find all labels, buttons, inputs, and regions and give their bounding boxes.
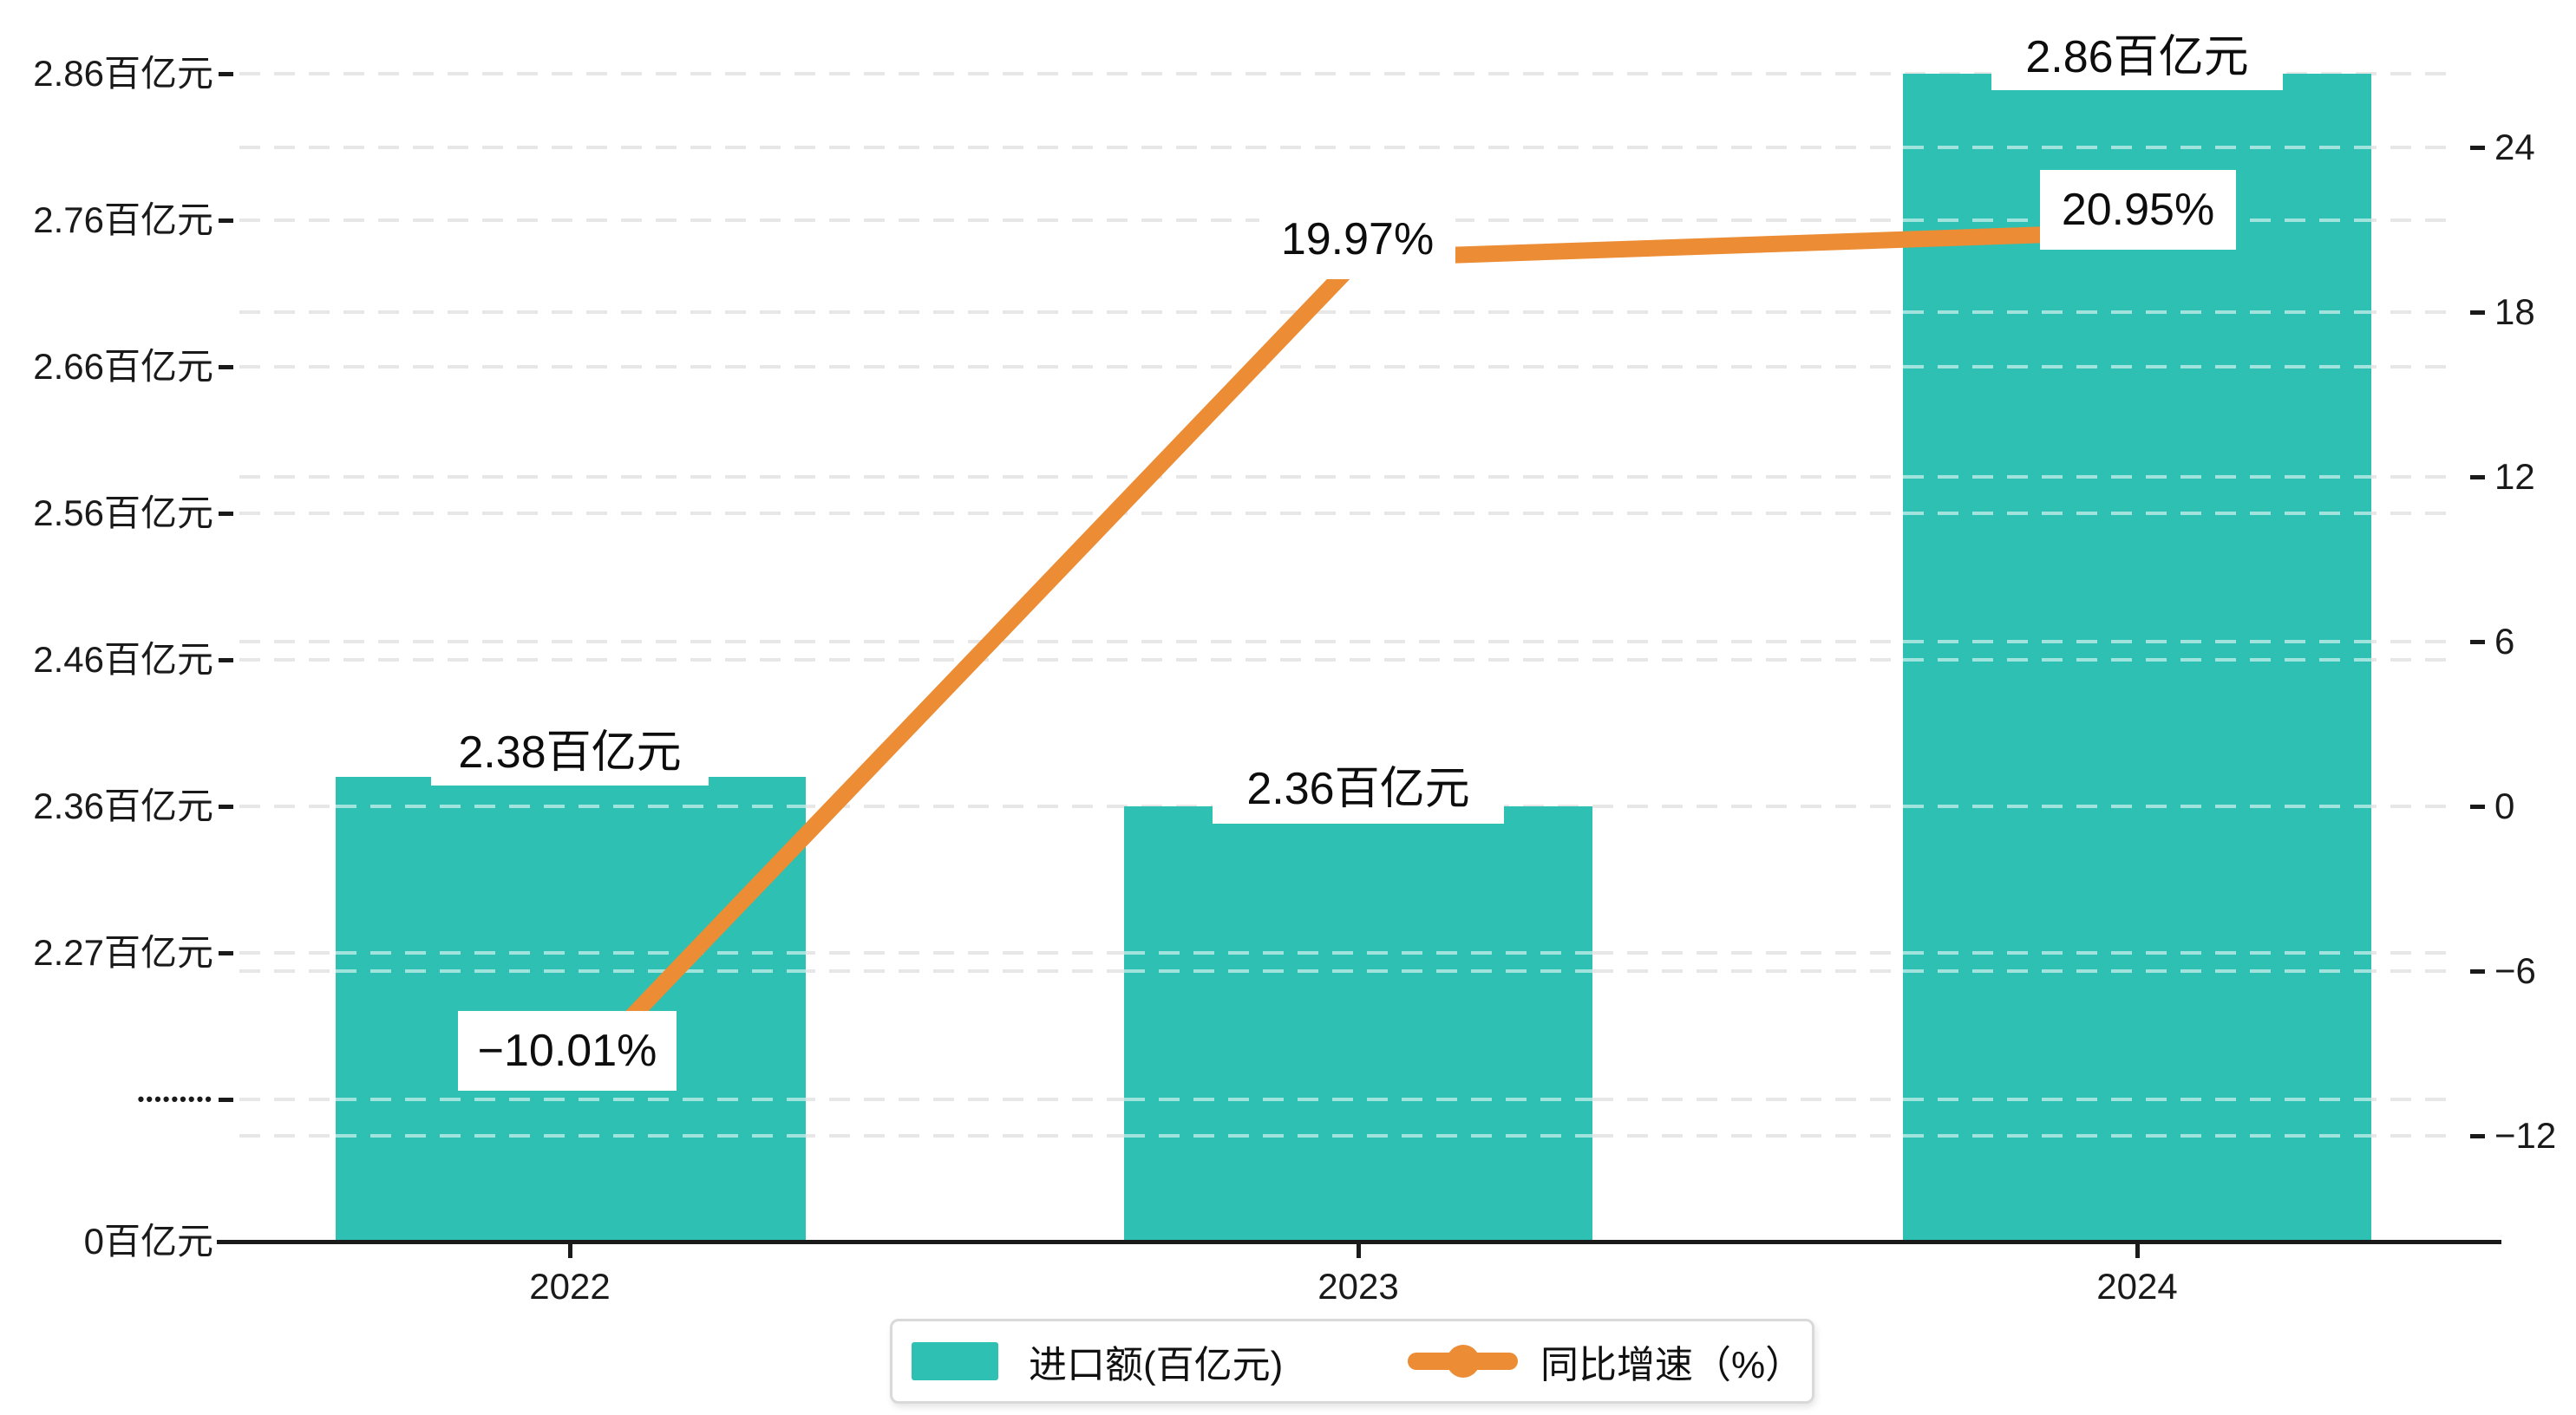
right-axis-tick-mark (2470, 805, 2485, 809)
gridline-overlay (1124, 969, 1592, 973)
gridline-overlay (1903, 1134, 2371, 1138)
gridline-overlay (1903, 805, 2371, 808)
gridline-overlay (336, 969, 806, 973)
left-axis-tick-label: 0百亿元 (83, 1221, 213, 1262)
growth-value-label-2023: 19.97% (1259, 199, 1455, 279)
x-axis-line (217, 1240, 2501, 1244)
right-axis-tick-mark (2470, 969, 2485, 974)
gridline (239, 146, 2455, 149)
growth-value-label-2024: 20.95% (2040, 170, 2236, 250)
left-axis-tick-mark (219, 951, 233, 955)
left-axis-tick-mark (219, 218, 233, 223)
left-axis-tick-mark (219, 365, 233, 369)
gridline-overlay (1903, 658, 2371, 662)
right-axis-tick-label: −6 (2494, 950, 2536, 991)
gridline-overlay (1903, 969, 2371, 973)
gridline-overlay (336, 805, 806, 808)
gridline-overlay (336, 951, 806, 955)
right-axis-tick-label: 12 (2494, 456, 2535, 497)
gridline (239, 512, 2455, 515)
legend-line-dot-icon (1447, 1345, 1480, 1378)
bar-value-label-2022: 2.38百亿元 (431, 709, 709, 786)
gridline-overlay (1124, 1098, 1592, 1101)
gridline-overlay (1903, 365, 2371, 368)
gridline-overlay (1903, 512, 2371, 515)
gridline (239, 658, 2455, 662)
left-axis-tick-mark (219, 1098, 233, 1102)
legend-label-import: 进口额(百亿元) (1029, 1344, 1284, 1386)
bar-value-label-2023: 2.36百亿元 (1213, 744, 1504, 824)
gridline-overlay (1903, 951, 2371, 955)
x-axis-tick-mark (2135, 1244, 2140, 1258)
right-axis-tick-mark (2470, 310, 2485, 315)
right-axis-tick-label: 6 (2494, 621, 2515, 662)
gridline (239, 365, 2455, 368)
axis-break-dots: ••••••••• (137, 1088, 213, 1110)
gridline (239, 475, 2455, 479)
gridline-overlay (336, 1134, 806, 1138)
growth-value-label-2022: −10.01% (458, 1011, 677, 1091)
gridline-overlay (1903, 1098, 2371, 1101)
left-axis-tick-label: 2.86百亿元 (33, 53, 213, 94)
left-axis-tick-mark (219, 72, 233, 76)
right-axis-tick-mark (2470, 640, 2485, 644)
left-axis-tick-label: 2.27百亿元 (33, 932, 213, 973)
left-axis-tick-label: 2.56百亿元 (33, 492, 213, 533)
gridline-overlay (1124, 951, 1592, 955)
x-axis-tick-mark (568, 1244, 572, 1258)
legend-bar-swatch (912, 1342, 998, 1380)
right-axis-tick-label: 24 (2494, 127, 2535, 167)
gridline-overlay (1903, 146, 2371, 149)
x-axis-tick-mark (1357, 1244, 1361, 1258)
left-axis-tick-mark (219, 658, 233, 662)
left-axis-tick-mark (219, 805, 233, 809)
right-axis-tick-label: 0 (2494, 786, 2515, 826)
left-axis-tick-label: 2.76百亿元 (33, 199, 213, 240)
right-axis-tick-mark (2470, 475, 2485, 479)
gridline (239, 310, 2455, 314)
right-axis-tick-label: 18 (2494, 291, 2535, 332)
gridline-overlay (1903, 310, 2371, 314)
legend-label-growth: 同比增速（%） (1540, 1344, 1804, 1386)
x-axis-label-2024: 2024 (2096, 1266, 2178, 1307)
right-axis-tick-mark (2470, 1134, 2485, 1138)
right-axis-tick-mark (2470, 146, 2485, 150)
right-axis-tick-label: −12 (2494, 1115, 2557, 1156)
gridline-overlay (1903, 475, 2371, 479)
bar-2022 (336, 777, 806, 1243)
x-axis-label-2022: 2022 (529, 1266, 611, 1307)
gridline-overlay (336, 1098, 806, 1101)
left-axis-tick-label: 2.46百亿元 (33, 639, 213, 680)
gridline (239, 640, 2455, 643)
bar-value-label-2024: 2.86百亿元 (1991, 14, 2283, 90)
gridline-overlay (1903, 640, 2371, 643)
x-axis-label-2023: 2023 (1317, 1266, 1399, 1307)
left-axis-tick-mark (219, 512, 233, 516)
legend: 进口额(百亿元) 同比增速（%） (890, 1319, 1814, 1404)
gridline (239, 72, 2455, 75)
gridline-overlay (1124, 1134, 1592, 1138)
bar-2023 (1124, 806, 1592, 1243)
left-axis-tick-label: 2.66百亿元 (33, 346, 213, 387)
left-axis-tick-label: 2.36百亿元 (33, 786, 213, 826)
